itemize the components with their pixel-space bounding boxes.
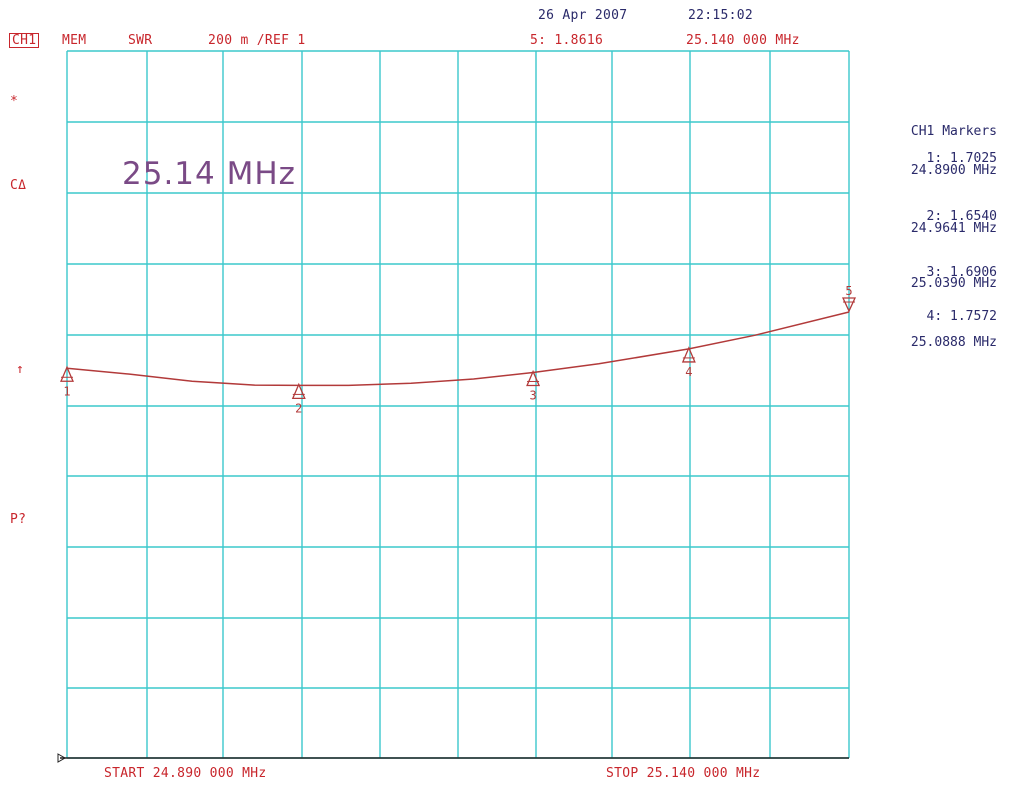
marker-layer: 1 2 3 4 5	[60, 284, 857, 415]
marker-3-frequency: 25.0390 MHz	[910, 276, 997, 291]
marker-1-frequency: 24.8900 MHz	[910, 163, 997, 178]
marker-4-triangle-icon	[681, 346, 696, 363]
power-indicator: P?	[10, 512, 27, 527]
marker-5[interactable]: 5	[841, 284, 857, 313]
marker-3[interactable]: 3	[526, 369, 541, 402]
marker-3-label: 3	[529, 388, 536, 402]
mode-label: MEM	[62, 33, 87, 48]
plot-grid	[57, 50, 850, 763]
marker-4-value: 4: 1.7572	[926, 309, 997, 324]
marker-5-label: 5	[845, 284, 852, 298]
marker-panel-title: CH1 Markers	[910, 124, 997, 139]
active-marker-frequency: 25.140 000 MHz	[686, 33, 800, 48]
date-label: 26 Apr 2007	[538, 8, 628, 23]
active-marker-readout: 5: 1.8616	[530, 33, 604, 48]
display-frequency: 25.14 MHz	[122, 156, 296, 192]
marker-4-frequency: 25.0888 MHz	[910, 335, 997, 350]
ref-arrow-icon: ↑	[16, 362, 25, 377]
marker-3-triangle-icon	[526, 369, 541, 387]
marker-2-triangle-icon	[291, 382, 306, 400]
marker-2-value: 2: 1.6540	[926, 209, 997, 224]
cal-indicator: CΔ	[10, 178, 27, 193]
format-label: SWR	[128, 33, 153, 48]
marker-5-triangle-icon	[841, 297, 857, 313]
marker-1-triangle-icon	[60, 365, 74, 382]
scale-label: 200 m /REF 1	[208, 33, 306, 48]
marker-1-value: 1: 1.7025	[926, 151, 997, 166]
marker-1-label: 1	[63, 384, 70, 398]
marker-4-label: 4	[685, 365, 692, 379]
reference-pointer-icon	[57, 753, 67, 763]
marker-2[interactable]: 2	[291, 382, 306, 415]
marker-4[interactable]: 4	[681, 346, 696, 379]
marker-1[interactable]: 1	[60, 365, 74, 398]
time-label: 22:15:02	[688, 8, 754, 23]
stop-frequency: STOP 25.140 000 MHz	[606, 766, 761, 781]
marker-2-frequency: 24.9641 MHz	[910, 221, 997, 236]
start-frequency: START 24.890 000 MHz	[104, 766, 267, 781]
star-indicator: *	[10, 94, 19, 109]
marker-2-label: 2	[295, 401, 302, 415]
channel-badge[interactable]: CH1	[9, 33, 40, 48]
marker-3-value: 3: 1.6906	[926, 265, 997, 280]
